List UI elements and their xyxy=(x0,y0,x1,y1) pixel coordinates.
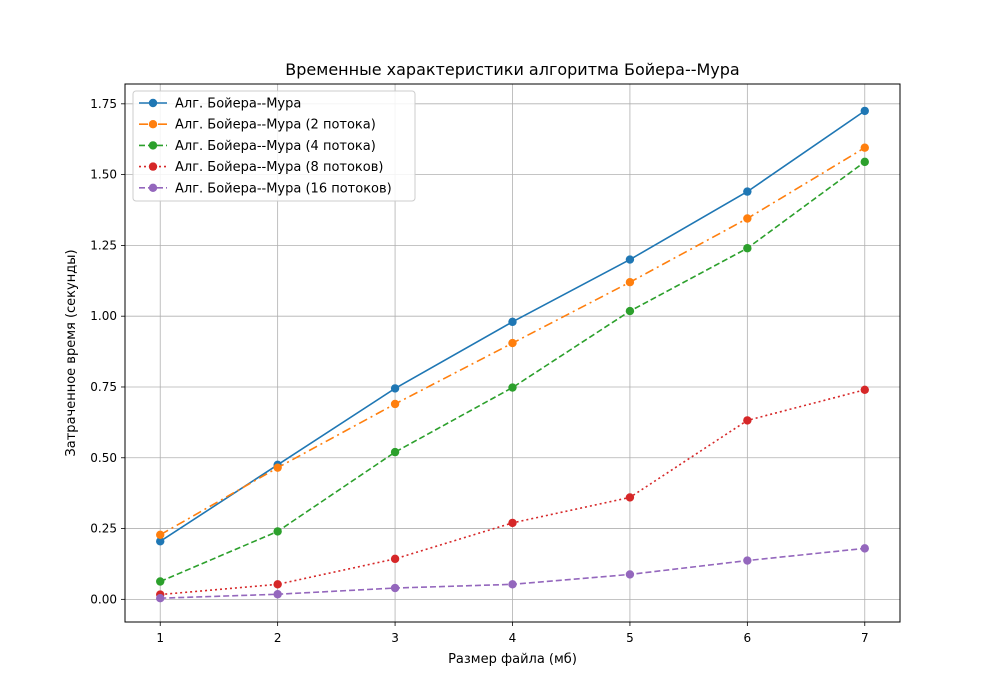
y-tick-label: 0.50 xyxy=(90,451,117,465)
series-3-point xyxy=(156,577,165,586)
x-tick-label: 1 xyxy=(156,631,164,645)
legend-entry-label: Алг. Бойера--Мура (8 потоков) xyxy=(175,160,383,175)
series-4-point xyxy=(625,493,635,502)
series-1-point xyxy=(390,384,400,393)
x-axis-label: Размер файла (мб) xyxy=(448,652,577,667)
series-5-point xyxy=(625,570,635,579)
legend-entry-label: Алг. Бойера--Мура xyxy=(175,97,301,112)
legend-entry-label: Алг. Бойера--Мура (2 потока) xyxy=(175,118,376,133)
legend-swatch-marker xyxy=(148,98,158,108)
y-axis-label: Затраченное время (секунды) xyxy=(64,249,79,456)
series-5-point xyxy=(508,580,517,589)
series-1-point xyxy=(743,187,752,196)
legend-swatch-marker xyxy=(148,162,158,171)
legend-entry-label: Алг. Бойера--Мура (16 потоков) xyxy=(175,181,392,196)
series-2-point xyxy=(273,463,282,472)
series-5-point xyxy=(156,594,165,603)
legend-entry-label: Алг. Бойера--Мура (4 потока) xyxy=(175,139,376,154)
series-2-point xyxy=(860,143,869,152)
series-5-point xyxy=(390,583,400,593)
series-2-point xyxy=(625,278,635,287)
legend-swatch-marker xyxy=(148,120,158,129)
y-tick-label: 0.00 xyxy=(90,592,117,606)
series-2-point xyxy=(743,214,752,223)
series-4-point xyxy=(390,554,400,564)
x-tick-label: 7 xyxy=(861,631,869,645)
series-4-point xyxy=(743,416,752,425)
x-tick-label: 5 xyxy=(626,631,634,645)
series-1-point xyxy=(156,537,165,546)
plot-area: 1 2 3 4 5 6 7 0.00 0.25 0.50 0.75 1.00 1.25 1.50 1.75 xyxy=(90,83,901,645)
series-3-point xyxy=(390,447,400,457)
x-tick-label: 6 xyxy=(744,631,752,645)
series-5-point xyxy=(273,590,282,599)
series-4-point xyxy=(860,385,869,395)
legend-swatch-marker xyxy=(148,183,158,192)
x-tick-label: 4 xyxy=(509,631,517,645)
y-tick-label: 1.00 xyxy=(90,309,117,323)
series-5-point xyxy=(860,544,869,553)
legend: Алг. Бойера--Мура Алг. Бойера--Мура (2 по… xyxy=(132,90,416,202)
series-5-point xyxy=(743,556,752,565)
x-tick-label: 2 xyxy=(274,631,282,645)
axes-frame xyxy=(124,83,901,623)
series-3-point xyxy=(508,383,517,392)
series-4-point xyxy=(508,518,517,528)
x-tick-label: 3 xyxy=(391,631,399,645)
y-tick-label: 0.25 xyxy=(90,522,117,536)
series-1-point xyxy=(625,255,635,264)
series-1-point xyxy=(860,106,869,116)
series-2-point xyxy=(508,338,517,348)
legend-swatch-marker xyxy=(148,141,158,150)
y-tick-label: 1.25 xyxy=(90,238,117,252)
series-3-point xyxy=(743,244,752,253)
series-1-point xyxy=(508,317,517,327)
series-3-point xyxy=(625,306,635,316)
series-2-point xyxy=(156,530,165,539)
series-3-point xyxy=(273,527,282,536)
y-tick-label: 0.75 xyxy=(90,380,117,394)
legend-box xyxy=(132,90,416,202)
series-4-point xyxy=(273,580,282,589)
y-tick-label: 1.75 xyxy=(90,97,117,111)
series-3-point xyxy=(860,157,869,167)
y-tick-label: 1.50 xyxy=(90,168,117,182)
chart-title: Временные характеристики алгоритма Бойер… xyxy=(285,60,739,79)
series-2-point xyxy=(390,399,400,409)
